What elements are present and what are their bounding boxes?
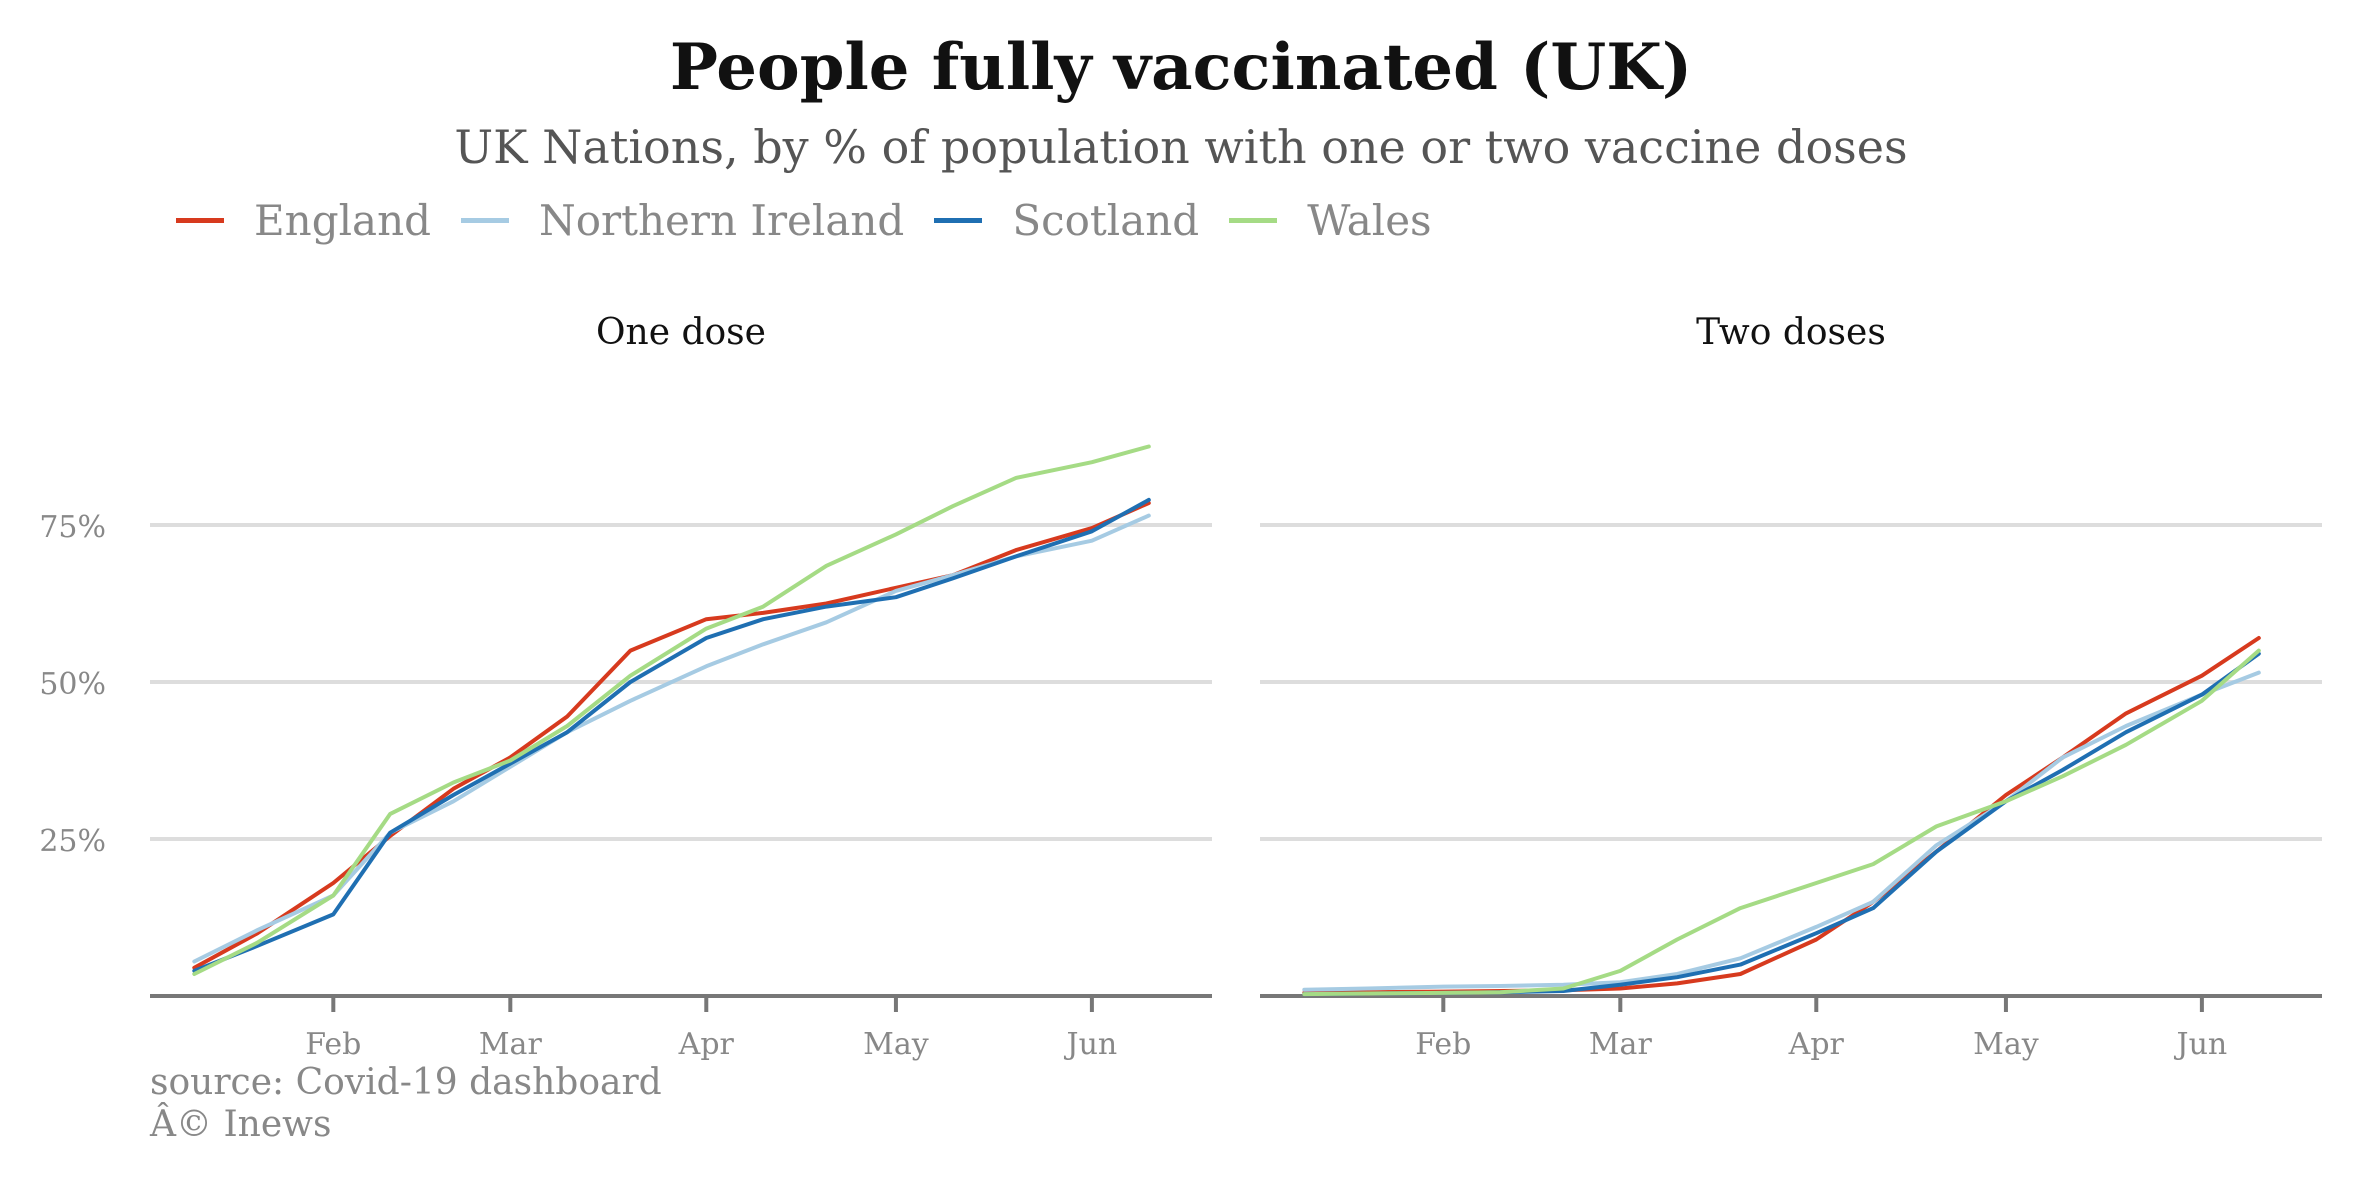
credit-note: Â© Inews xyxy=(150,1104,332,1145)
y-tick-label: 75% xyxy=(39,510,106,545)
legend-item-england: England xyxy=(176,196,431,245)
two-doses-x-tick-label: Apr xyxy=(1788,1027,1845,1062)
one-dose-x-tick-label: Feb xyxy=(305,1027,361,1062)
one-dose-line-scotland xyxy=(192,497,1151,973)
source-note: source: Covid-19 dashboard xyxy=(150,1062,662,1103)
two-doses-line-wales xyxy=(1302,648,2261,997)
y-tick-label: 50% xyxy=(39,667,106,702)
one-dose-line-wales xyxy=(192,444,1151,976)
two-doses-x-tick-label: Jun xyxy=(2174,1027,2228,1062)
panel-title-one-dose: One dose xyxy=(596,312,766,353)
one-dose-x-tick-label: Jun xyxy=(1064,1027,1118,1062)
legend-swatch-england xyxy=(176,218,224,223)
legend-label-england: England xyxy=(254,196,432,245)
one-dose-x-tick-label: May xyxy=(863,1027,929,1062)
legend-item-wales: Wales xyxy=(1229,196,1432,245)
legend-item-scotland: Scotland xyxy=(934,196,1199,245)
legend-item-northern-ireland: Northern Ireland xyxy=(461,196,904,245)
two-doses-line-northern-ireland xyxy=(1302,670,2261,992)
chart-title: People fully vaccinated (UK) xyxy=(669,30,1693,105)
one-dose-line-england xyxy=(192,501,1151,970)
legend-label-northern-ireland: Northern Ireland xyxy=(539,196,905,245)
legend: England Northern Ireland Scotland Wales xyxy=(176,196,1462,245)
chart-subtitle: UK Nations, by % of population with one … xyxy=(454,120,1908,174)
legend-swatch-scotland xyxy=(934,218,983,223)
one-dose-x-tick-label: Mar xyxy=(479,1027,543,1062)
panel-title-two-doses: Two doses xyxy=(1696,312,1886,353)
legend-swatch-wales xyxy=(1229,218,1278,223)
y-tick-label: 25% xyxy=(39,824,106,859)
one-dose-line-northern-ireland xyxy=(192,513,1151,964)
legend-label-scotland: Scotland xyxy=(1012,196,1200,245)
two-doses-x-tick-label: Feb xyxy=(1415,1027,1471,1062)
legend-label-wales: Wales xyxy=(1307,196,1432,245)
two-doses-x-tick-label: May xyxy=(1973,1027,2039,1062)
legend-swatch-northern-ireland xyxy=(461,218,510,223)
two-doses-x-tick-label: Mar xyxy=(1589,1027,1653,1062)
one-dose-x-tick-label: Apr xyxy=(678,1027,735,1062)
